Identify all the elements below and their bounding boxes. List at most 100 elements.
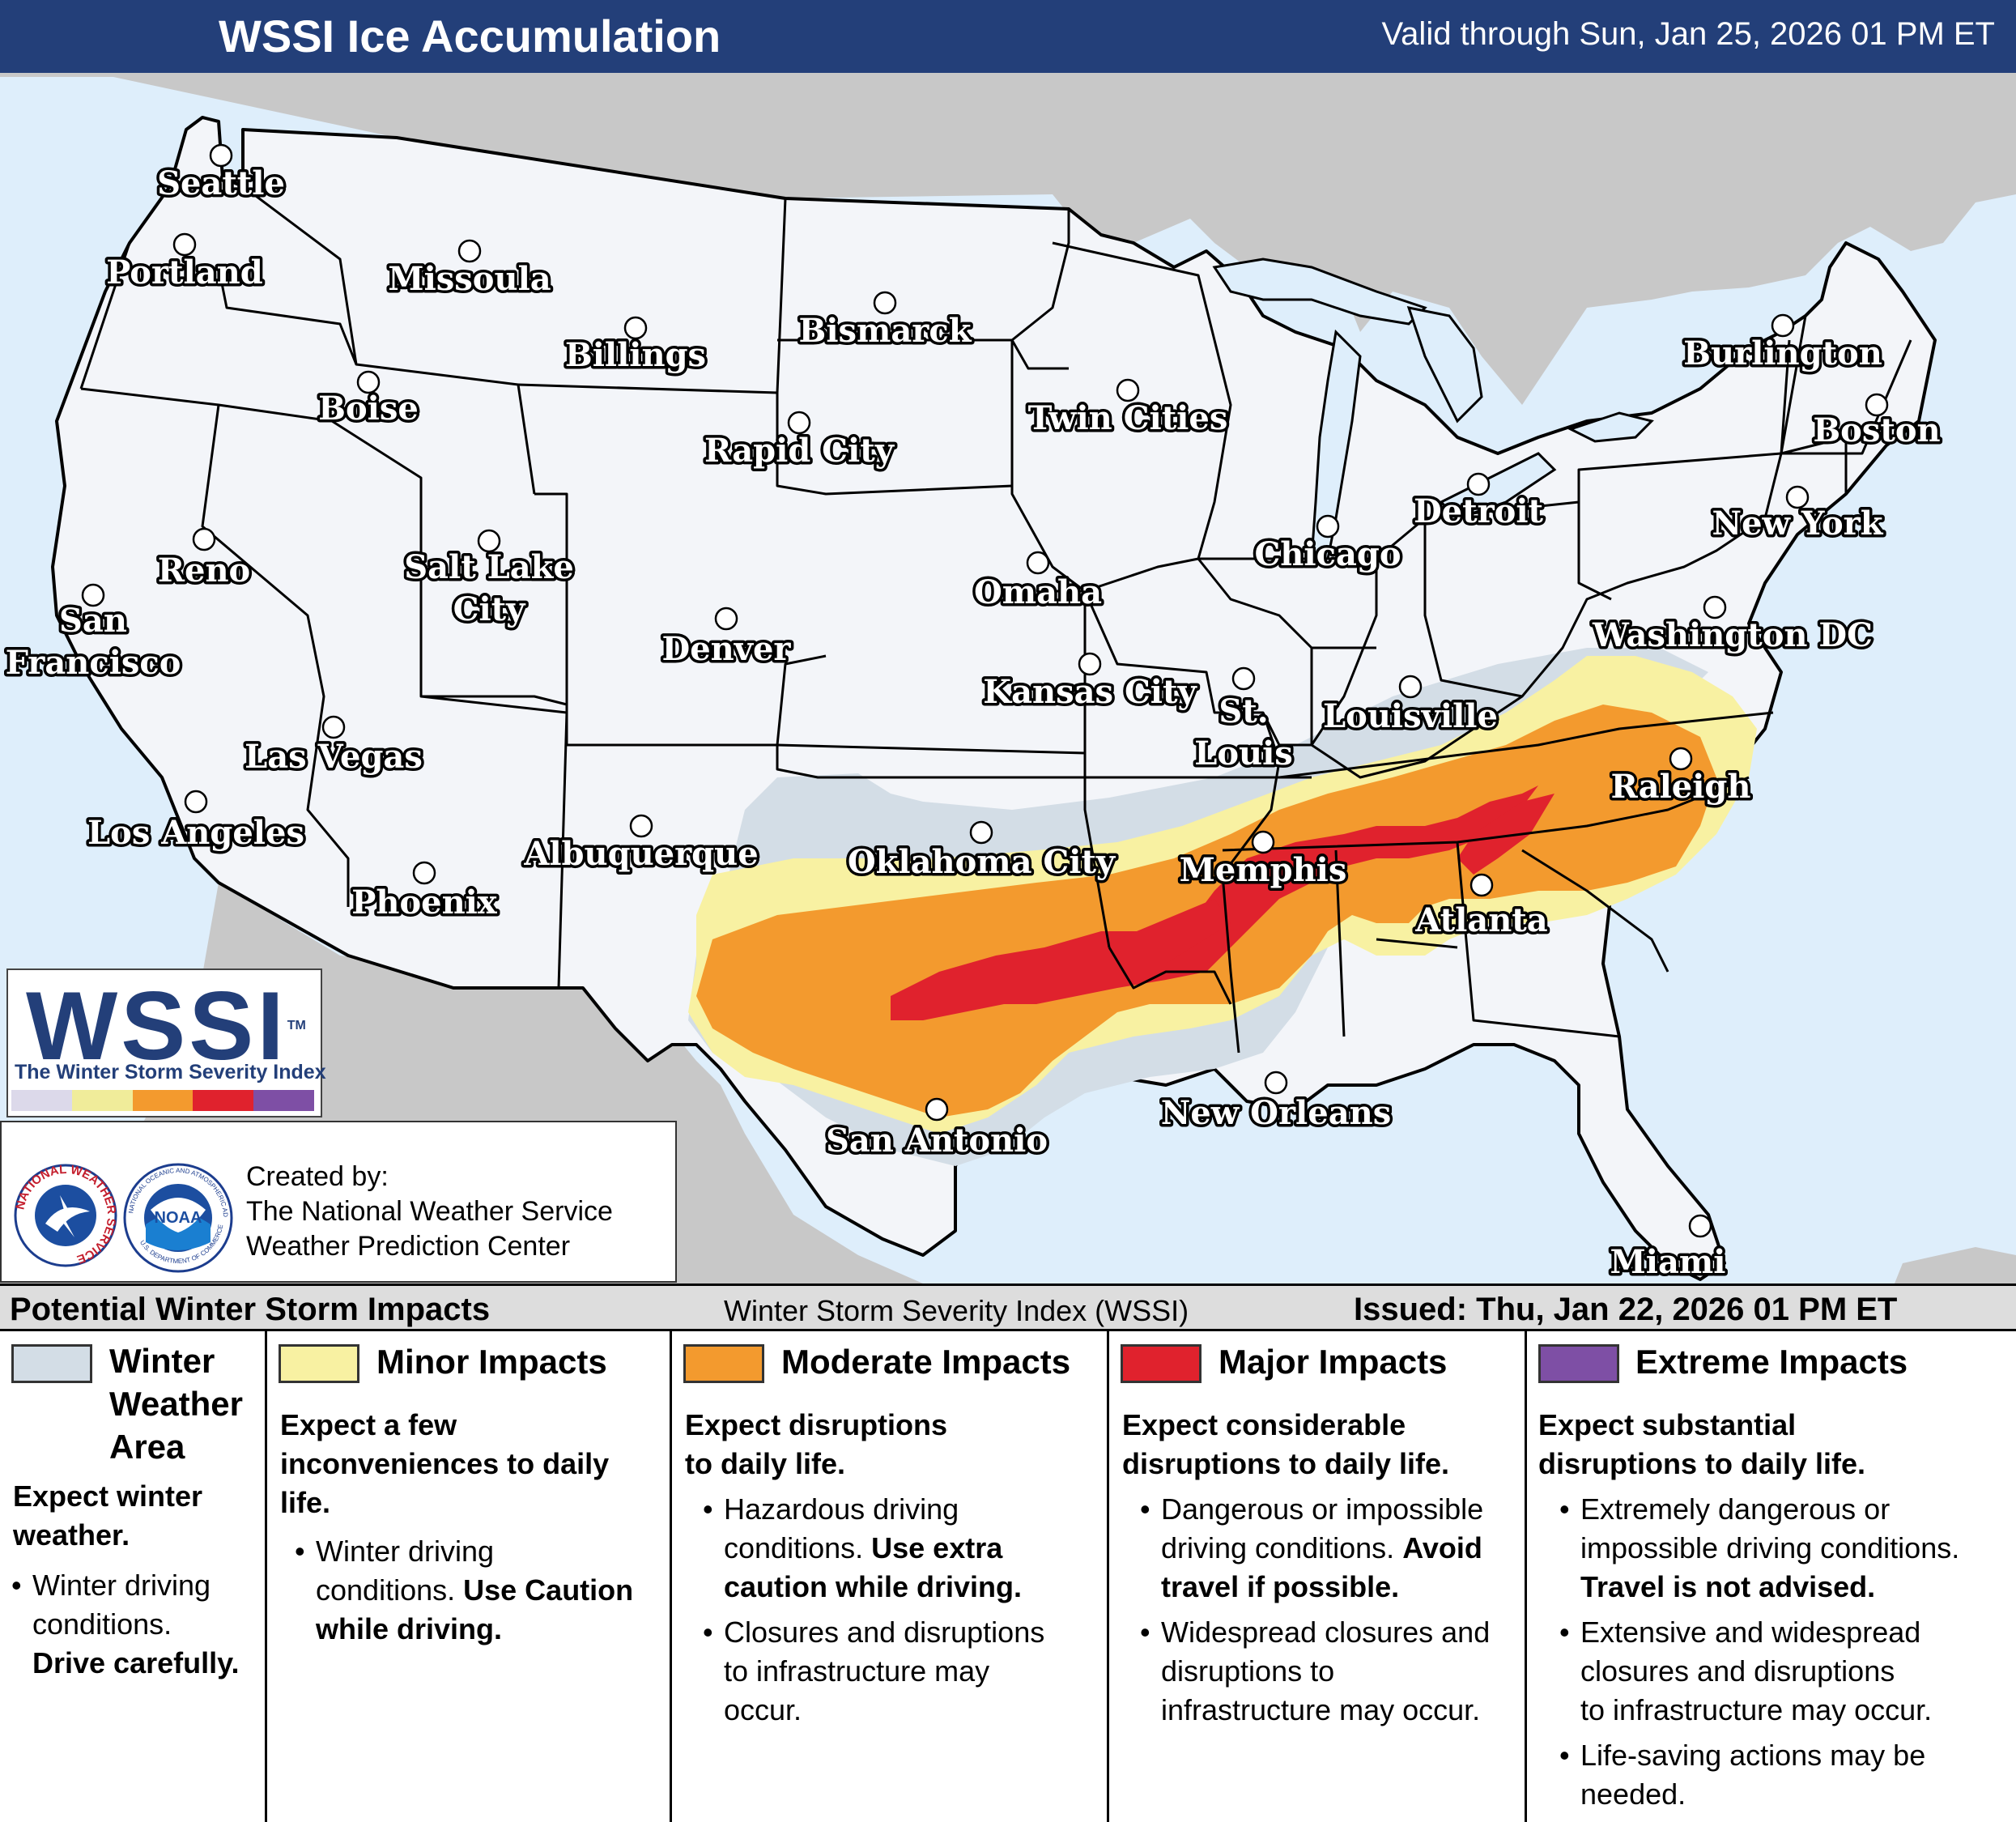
moderate-expect-l1: Expect disruptions bbox=[685, 1408, 948, 1441]
city-marker-icon bbox=[209, 143, 233, 168]
city-label: Salt Lake bbox=[404, 548, 574, 586]
moderate-b1-l2: conditions. bbox=[724, 1531, 864, 1564]
city-boise: Boise bbox=[316, 370, 421, 431]
legend-col-winter: Winter Weather Area Expect winter weathe… bbox=[0, 1331, 267, 1822]
winter-expect-l2: weather. bbox=[13, 1518, 130, 1552]
city-label: Burlington bbox=[1683, 334, 1882, 372]
title-bar: WSSI Ice Accumulation Valid through Sun,… bbox=[0, 0, 2016, 73]
city-label: Rapid City bbox=[704, 432, 895, 470]
winter-b1-bold: Drive carefully. bbox=[32, 1646, 240, 1679]
city-raleigh: Raleigh bbox=[1608, 747, 1754, 809]
city-label: Raleigh bbox=[1611, 768, 1751, 806]
city-marker-icon bbox=[412, 861, 436, 885]
city-label: St. bbox=[1219, 692, 1268, 730]
major-title: Major Impacts bbox=[1219, 1343, 1448, 1381]
major-bullet-2: Widespread closures and disruptions to i… bbox=[1140, 1613, 1490, 1730]
city-albuquerque: Albuquerque bbox=[521, 814, 761, 876]
wssi-logo-text: WSSI bbox=[26, 972, 287, 1080]
wssi-logo-tm: TM bbox=[287, 1019, 306, 1032]
city-atlanta: Atlanta bbox=[1412, 873, 1550, 943]
wssi-impact-shading bbox=[688, 648, 1757, 1166]
moderate-bullets: Hazardous driving conditions. Use extra … bbox=[700, 1490, 1044, 1736]
city-label: Francisco bbox=[6, 644, 181, 682]
city-marker-icon bbox=[1026, 551, 1050, 575]
city-st-louis: St. Louis bbox=[1192, 666, 1295, 776]
us-map: Seattle Portland Missoula Billings Bismarck B… bbox=[0, 73, 2016, 1283]
city-marker-icon bbox=[1231, 666, 1256, 691]
minor-b1-l2: conditions. bbox=[316, 1573, 456, 1607]
city-label: San Antonio bbox=[826, 1122, 1048, 1160]
moderate-bullet-1: Hazardous driving conditions. Use extra … bbox=[703, 1490, 1044, 1607]
city-label: Boise bbox=[318, 390, 419, 428]
major-b2-l3: infrastructure may occur. bbox=[1161, 1693, 1481, 1726]
city-label: Reno bbox=[158, 551, 250, 590]
city-louisville: Louisville bbox=[1321, 675, 1500, 739]
city-label: Oklahoma City bbox=[848, 843, 1116, 881]
city-label: Miami bbox=[1610, 1243, 1726, 1281]
credit-text: Created by: The National Weather Service… bbox=[246, 1160, 613, 1264]
city-label: New Orleans bbox=[1161, 1094, 1391, 1132]
moderate-title: Moderate Impacts bbox=[781, 1343, 1071, 1381]
major-b1-bold-a: Avoid bbox=[1402, 1531, 1482, 1564]
wssi-color-bar bbox=[11, 1090, 314, 1111]
city-label: Chicago bbox=[1254, 535, 1401, 573]
city-marker-icon bbox=[629, 814, 653, 838]
extreme-title: Extreme Impacts bbox=[1635, 1343, 1908, 1381]
city-marker-icon bbox=[1669, 747, 1693, 771]
moderate-b1-l1: Hazardous driving bbox=[724, 1492, 959, 1526]
city-reno: Reno bbox=[155, 527, 253, 593]
city-marker-icon bbox=[1688, 1214, 1712, 1238]
city-denver: Denver bbox=[659, 607, 794, 671]
major-expect-l2: disruptions to daily life. bbox=[1122, 1447, 1450, 1480]
legend-col-minor: Minor Impacts Expect a few inconvenience… bbox=[267, 1331, 672, 1822]
issued-date: Issued: Thu, Jan 22, 2026 01 PM ET bbox=[1354, 1292, 1898, 1327]
city-boston: Boston bbox=[1810, 393, 1943, 453]
city-marker-icon bbox=[1785, 485, 1810, 509]
city-marker-icon bbox=[1466, 472, 1491, 496]
city-label: Portland bbox=[106, 253, 262, 292]
winter-title-l2: Weather bbox=[109, 1385, 243, 1423]
extreme-b1-l2: impossible driving conditions. bbox=[1580, 1531, 1960, 1564]
conus-land bbox=[51, 116, 1937, 1281]
moderate-b2-l1: Closures and disruptions bbox=[724, 1616, 1045, 1649]
moderate-b2-l3: occur. bbox=[724, 1693, 802, 1726]
extreme-b3-l2: needed. bbox=[1580, 1777, 1686, 1811]
major-b1-l2: driving conditions. bbox=[1161, 1531, 1395, 1564]
city-label: Atlanta bbox=[1414, 901, 1547, 939]
valid-through-text: Valid through Sun, Jan 25, 2026 01 PM ET bbox=[1381, 16, 1995, 52]
city-missoula: Missoula bbox=[385, 239, 554, 301]
city-marker-icon bbox=[81, 583, 105, 607]
extreme-b3-l1: Life-saving actions may be bbox=[1580, 1739, 1926, 1772]
city-label: Louis bbox=[1194, 734, 1293, 773]
swatch-extreme bbox=[1538, 1344, 1619, 1383]
legend-header-strip: Potential Winter Storm Impacts Winter St… bbox=[0, 1286, 2016, 1331]
moderate-b2-l2: to infrastructure may bbox=[724, 1654, 990, 1688]
winter-bullet-1: Winter driving conditions. Drive careful… bbox=[11, 1566, 240, 1683]
city-burlington: Burlington bbox=[1681, 313, 1885, 376]
city-label: Albuquerque bbox=[523, 835, 758, 873]
extreme-b2-l1: Extensive and widespread bbox=[1580, 1616, 1921, 1649]
city-billings: Billings bbox=[562, 316, 709, 377]
winter-b1-l1: Winter driving bbox=[32, 1569, 211, 1602]
city-marker-icon bbox=[1116, 378, 1140, 402]
credit-line-1: Created by: bbox=[246, 1161, 389, 1192]
city-label: Los Angeles bbox=[87, 814, 304, 852]
city-label: San bbox=[59, 602, 127, 640]
city-label: Louisville bbox=[1323, 697, 1498, 735]
major-expect-l1: Expect considerable bbox=[1122, 1408, 1406, 1441]
minor-expect-l1: Expect a few bbox=[280, 1408, 457, 1441]
extreme-expect: Expect substantial disruptions to daily … bbox=[1538, 1406, 1865, 1484]
city-marker-icon bbox=[477, 529, 501, 553]
city-label: Billings bbox=[565, 336, 706, 374]
winter-expect: Expect winter weather. bbox=[13, 1477, 202, 1555]
city-marker-icon bbox=[1251, 830, 1275, 854]
city-marker-icon bbox=[787, 411, 811, 435]
winter-title-l1: Winter bbox=[109, 1342, 215, 1380]
city-marker-icon bbox=[184, 790, 208, 814]
moderate-expect: Expect disruptions to daily life. bbox=[685, 1406, 947, 1484]
moderate-b1-bold-b: caution while driving. bbox=[724, 1570, 1023, 1603]
city-marker-icon bbox=[172, 232, 197, 257]
city-marker-icon bbox=[623, 316, 648, 340]
city-bismarck: Bismarck bbox=[796, 291, 975, 353]
